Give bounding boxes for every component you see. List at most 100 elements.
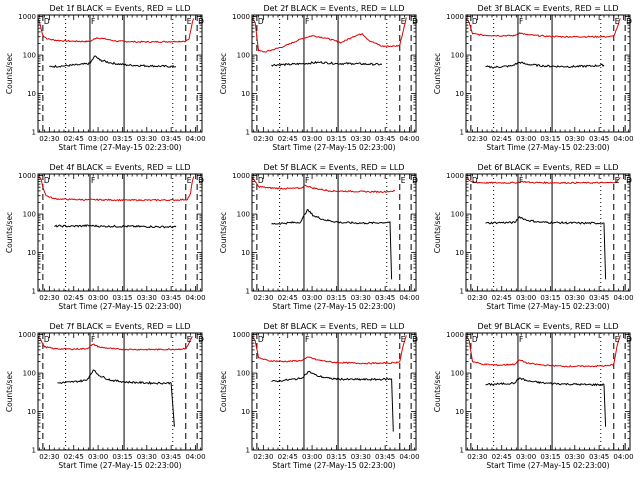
panel-title: Det 4f BLACK = Events, RED = LLD [49, 163, 190, 172]
x-tick-label: 02:30 [39, 294, 59, 302]
x-axis-label: Start Time (27-May-15 02:23:00) [272, 143, 395, 152]
x-tick-label: 02:45 [64, 294, 84, 302]
y-tick-label: 1000 [446, 13, 464, 21]
marker-label: D [198, 17, 204, 26]
x-tick-label: 03:45 [161, 453, 181, 461]
x-tick-label: 03:15 [540, 294, 560, 302]
y-tick-label: 100 [451, 211, 464, 219]
marker-label: D [198, 176, 204, 185]
x-tick-label: 02:45 [492, 453, 512, 461]
x-tick-label: 03:00 [302, 135, 322, 143]
y-tick-label: 10 [455, 408, 464, 416]
y-tick-label: 1000 [446, 331, 464, 339]
lld-series-line [252, 17, 407, 53]
y-axis-label: Counts/sec [5, 53, 14, 94]
x-tick-label: 03:45 [161, 294, 181, 302]
x-tick-label: 03:30 [351, 453, 371, 461]
x-tick-label: 02:45 [64, 135, 84, 143]
x-tick-label: 03:30 [351, 135, 371, 143]
x-tick-label: 03:45 [375, 135, 395, 143]
x-tick-label: 03:15 [112, 294, 132, 302]
marker-label: F [519, 176, 523, 185]
x-tick-label: 03:15 [326, 453, 346, 461]
y-tick-label: 1 [246, 447, 250, 455]
x-axis-label: Start Time (27-May-15 02:23:00) [58, 143, 181, 152]
marker-label: D [44, 17, 50, 26]
x-tick-label: 03:45 [161, 135, 181, 143]
plot-frame [465, 332, 631, 451]
marker-label: F [91, 176, 95, 185]
panel-title: Det 9f BLACK = Events, RED = LLD [477, 322, 618, 331]
y-tick-label: 100 [451, 370, 464, 378]
x-tick-label: 02:45 [278, 135, 298, 143]
marker-label: D [44, 335, 50, 344]
lld-series-line [466, 335, 621, 368]
marker-label: E [615, 176, 620, 185]
y-tick-label: 100 [237, 52, 250, 60]
x-axis-label: Start Time (27-May-15 02:23:00) [486, 143, 609, 152]
y-axis-label: Counts/sec [219, 371, 228, 412]
marker-label: E [401, 176, 406, 185]
x-tick-label: 02:30 [39, 453, 59, 461]
panel-title: Det 5f BLACK = Events, RED = LLD [263, 163, 404, 172]
marker-label: F [305, 335, 309, 344]
x-tick-label: 03:15 [326, 135, 346, 143]
marker-label: D [626, 335, 632, 344]
panel-title: Det 7f BLACK = Events, RED = LLD [49, 322, 190, 331]
x-tick-label: 02:30 [253, 453, 273, 461]
marker-label: E [187, 176, 192, 185]
marker-label: D [626, 176, 632, 185]
x-axis-label: Start Time (27-May-15 02:23:00) [58, 302, 181, 311]
y-tick-label: 1000 [232, 13, 250, 21]
panel-title: Det 8f BLACK = Events, RED = LLD [263, 322, 404, 331]
y-axis-label: Counts/sec [5, 371, 14, 412]
marker-label: D [258, 17, 264, 26]
x-tick-label: 02:45 [278, 453, 298, 461]
y-axis-label: Counts/sec [433, 371, 442, 412]
x-tick-label: 04:00 [399, 453, 419, 461]
y-tick-label: 100 [23, 52, 36, 60]
lld-series-line [38, 18, 195, 44]
events-series-line [271, 370, 394, 432]
y-tick-label: 1000 [18, 13, 36, 21]
x-tick-label: 04:00 [399, 294, 419, 302]
x-tick-label: 03:00 [516, 135, 536, 143]
x-tick-label: 02:45 [278, 294, 298, 302]
x-tick-label: 02:30 [253, 294, 273, 302]
marker-label: E [401, 335, 406, 344]
y-tick-label: 10 [241, 249, 250, 257]
x-tick-label: 04:00 [399, 135, 419, 143]
events-series-line [54, 224, 177, 229]
x-tick-label: 03:00 [88, 135, 108, 143]
plot-frame [251, 14, 417, 133]
y-tick-label: 1 [246, 288, 250, 296]
panel-title: Det 2f BLACK = Events, RED = LLD [263, 4, 404, 13]
lld-series-line [38, 336, 193, 351]
marker-label: D [412, 17, 418, 26]
y-tick-label: 1 [460, 447, 464, 455]
x-tick-label: 02:30 [467, 294, 487, 302]
x-tick-label: 04:00 [185, 294, 205, 302]
x-axis-label: Start Time (27-May-15 02:23:00) [58, 461, 181, 470]
marker-label: F [91, 335, 95, 344]
events-series-line [57, 369, 175, 427]
y-axis-label: Counts/sec [433, 212, 442, 253]
plot-frame [251, 332, 417, 451]
x-tick-label: 02:30 [467, 453, 487, 461]
x-tick-label: 03:00 [302, 453, 322, 461]
y-tick-label: 10 [455, 249, 464, 257]
y-tick-label: 1 [32, 447, 36, 455]
marker-label: E [615, 335, 620, 344]
x-tick-label: 03:45 [375, 294, 395, 302]
marker-label: D [472, 335, 478, 344]
x-tick-label: 03:00 [302, 294, 322, 302]
y-tick-label: 1 [246, 129, 250, 137]
x-tick-label: 03:30 [565, 294, 585, 302]
